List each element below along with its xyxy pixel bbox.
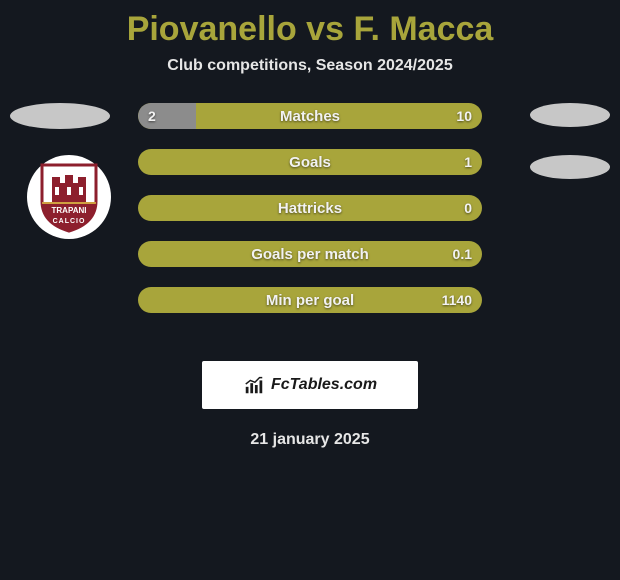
stat-bar: Min per goal1140 (138, 287, 482, 313)
stat-label: Goals (138, 149, 482, 175)
brand-badge: FcTables.com (202, 361, 418, 409)
club-crest-svg: TRAPANI CALCIO (38, 161, 100, 233)
crest-text-bottom: CALCIO (53, 218, 86, 225)
stat-label: Min per goal (138, 287, 482, 313)
stat-label: Hattricks (138, 195, 482, 221)
brand-chart-icon (243, 374, 265, 396)
stat-bar: Hattricks0 (138, 195, 482, 221)
stat-bars: 2Matches10 Goals1 Hattricks0 Goals per matc… (138, 103, 482, 333)
page-subtitle: Club competitions, Season 2024/2025 (0, 57, 620, 75)
crest-text-top: TRAPANI (52, 206, 87, 215)
player-card-right-1 (530, 103, 610, 127)
page-title: Piovanello vs F. Macca (0, 0, 620, 51)
stat-bar: Goals per match0.1 (138, 241, 482, 267)
stat-right-value: 0 (464, 195, 472, 221)
stat-right-value: 1140 (442, 287, 472, 313)
stat-bar: 2Matches10 (138, 103, 482, 129)
stat-right-value: 10 (456, 103, 472, 129)
stat-bar: Goals1 (138, 149, 482, 175)
stat-label: Goals per match (138, 241, 482, 267)
snapshot-date: 21 january 2025 (0, 431, 620, 449)
player-card-right-2 (530, 155, 610, 179)
stat-right-value: 1 (464, 149, 472, 175)
stat-right-value: 0.1 (453, 241, 472, 267)
stat-label: Matches (138, 103, 482, 129)
brand-text: FcTables.com (271, 376, 377, 394)
player-card-left (10, 103, 110, 129)
club-crest: TRAPANI CALCIO (27, 155, 111, 239)
